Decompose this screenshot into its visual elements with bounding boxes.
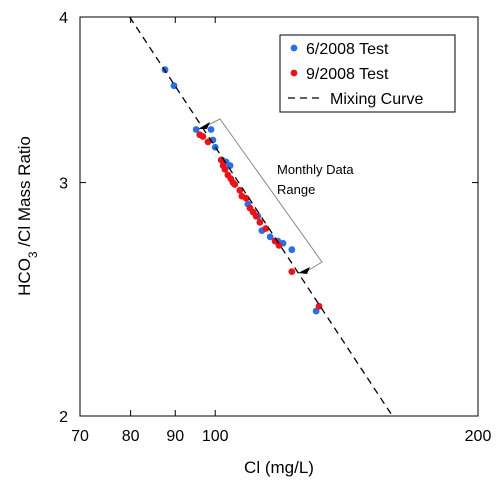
y-label-main: HCO	[15, 258, 34, 296]
legend-label: Mixing Curve	[330, 91, 423, 108]
bracket-line	[203, 118, 323, 274]
x-tick-label: 70	[71, 428, 89, 445]
y-label-sub: 3	[26, 251, 40, 258]
data-point	[242, 194, 250, 202]
mixing-curve	[129, 16, 393, 417]
plot-frame	[79, 16, 479, 417]
x-axis-label: Cl (mg/L)	[244, 458, 314, 477]
range-bracket	[203, 118, 323, 274]
x-tick-label: 100	[202, 428, 229, 445]
y-tick-label: 4	[59, 10, 68, 27]
y-axis-label: HCO3 /Cl Mass Ratio	[15, 136, 40, 296]
data-point	[231, 181, 239, 188]
annotation: Range	[277, 182, 315, 197]
data-point	[192, 126, 200, 133]
data-point	[288, 246, 296, 254]
data-point	[226, 162, 234, 169]
data-point	[252, 212, 260, 220]
legend-label: 6/2008 Test	[306, 41, 389, 58]
y-tick-label: 3	[59, 176, 68, 193]
y-tick-label: 2	[59, 409, 68, 426]
data-point	[256, 218, 264, 226]
data-point	[275, 241, 283, 249]
data-point	[266, 233, 274, 241]
x-tick-label: 90	[166, 428, 184, 445]
data-point	[207, 126, 215, 133]
data-point	[236, 186, 244, 194]
data-point	[288, 268, 296, 276]
data-point	[204, 138, 212, 146]
data-point	[199, 133, 207, 140]
x-tick-label: 200	[465, 428, 492, 445]
legend-swatch	[290, 44, 298, 52]
x-tick-label: 80	[122, 428, 140, 445]
data-point	[262, 225, 270, 232]
legend-label: 9/2008 Test	[306, 66, 389, 83]
y-label-rest: /Cl Mass Ratio	[15, 136, 34, 251]
annotation: Monthly Data	[277, 162, 354, 177]
legend-box	[279, 34, 456, 113]
data-point	[221, 165, 229, 173]
legend-swatch	[290, 69, 298, 77]
